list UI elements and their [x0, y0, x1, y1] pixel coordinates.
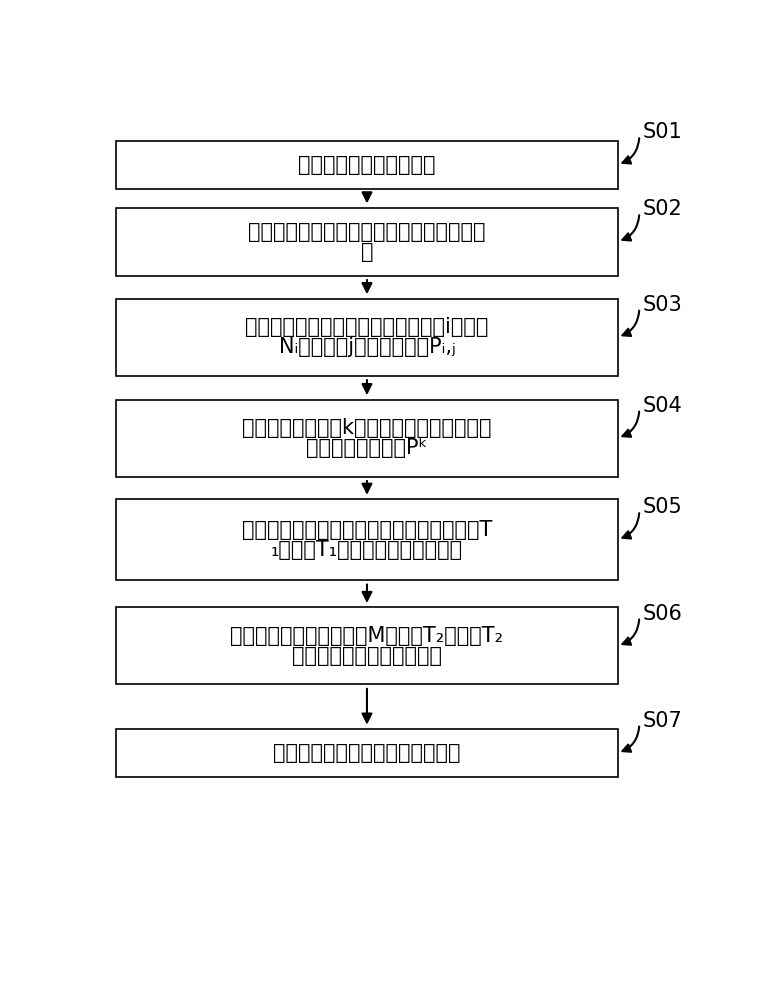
Text: S06: S06: [642, 604, 683, 624]
Text: 计算车辆在局部高速路网模型中的第i个节点: 计算车辆在局部高速路网模型中的第i个节点: [245, 317, 489, 337]
Bar: [116, 607, 618, 684]
Text: Nᵢ处驶向第j个方向的概率Pᵢ,ⱼ: Nᵢ处驶向第j个方向的概率Pᵢ,ⱼ: [278, 337, 456, 357]
Bar: [116, 400, 618, 477]
Text: 可变情报板的概率Pᵏ: 可变情报板的概率Pᵏ: [306, 438, 428, 458]
Text: S01: S01: [642, 122, 683, 142]
Text: 时去除车辆的交通违法信息: 时去除车辆的交通违法信息: [292, 646, 442, 666]
Bar: [116, 141, 618, 189]
Text: S03: S03: [642, 295, 683, 315]
Bar: [116, 729, 618, 777]
Text: S04: S04: [642, 396, 683, 416]
Bar: [116, 299, 618, 376]
Text: S05: S05: [642, 497, 683, 517]
Text: S07: S07: [642, 711, 683, 731]
Text: ₁，并在T₁时刻发布交通违法信息: ₁，并在T₁时刻发布交通违法信息: [271, 540, 463, 560]
Text: 型: 型: [360, 242, 374, 262]
Text: S02: S02: [642, 199, 683, 219]
Text: 估计车辆到达概率最大的可变情报板的时间T: 估计车辆到达概率最大的可变情报板的时间T: [242, 520, 492, 540]
Bar: [116, 208, 618, 276]
Text: 估计车辆驶离可变情报板M的时间T₂，并在T₂: 估计车辆驶离可变情报板M的时间T₂，并在T₂: [230, 626, 504, 646]
Bar: [116, 499, 618, 580]
Text: 计算违法车辆在第k条行驶路径上遇到第一个: 计算违法车辆在第k条行驶路径上遇到第一个: [243, 418, 491, 438]
Text: 获取车辆的交通违法信息: 获取车辆的交通违法信息: [298, 155, 436, 175]
Text: 构建交通违法地所在区域的局部高速路网模: 构建交通违法地所在区域的局部高速路网模: [248, 222, 486, 242]
Text: 实时更新车辆驶过每个节点的记录: 实时更新车辆驶过每个节点的记录: [274, 743, 460, 763]
